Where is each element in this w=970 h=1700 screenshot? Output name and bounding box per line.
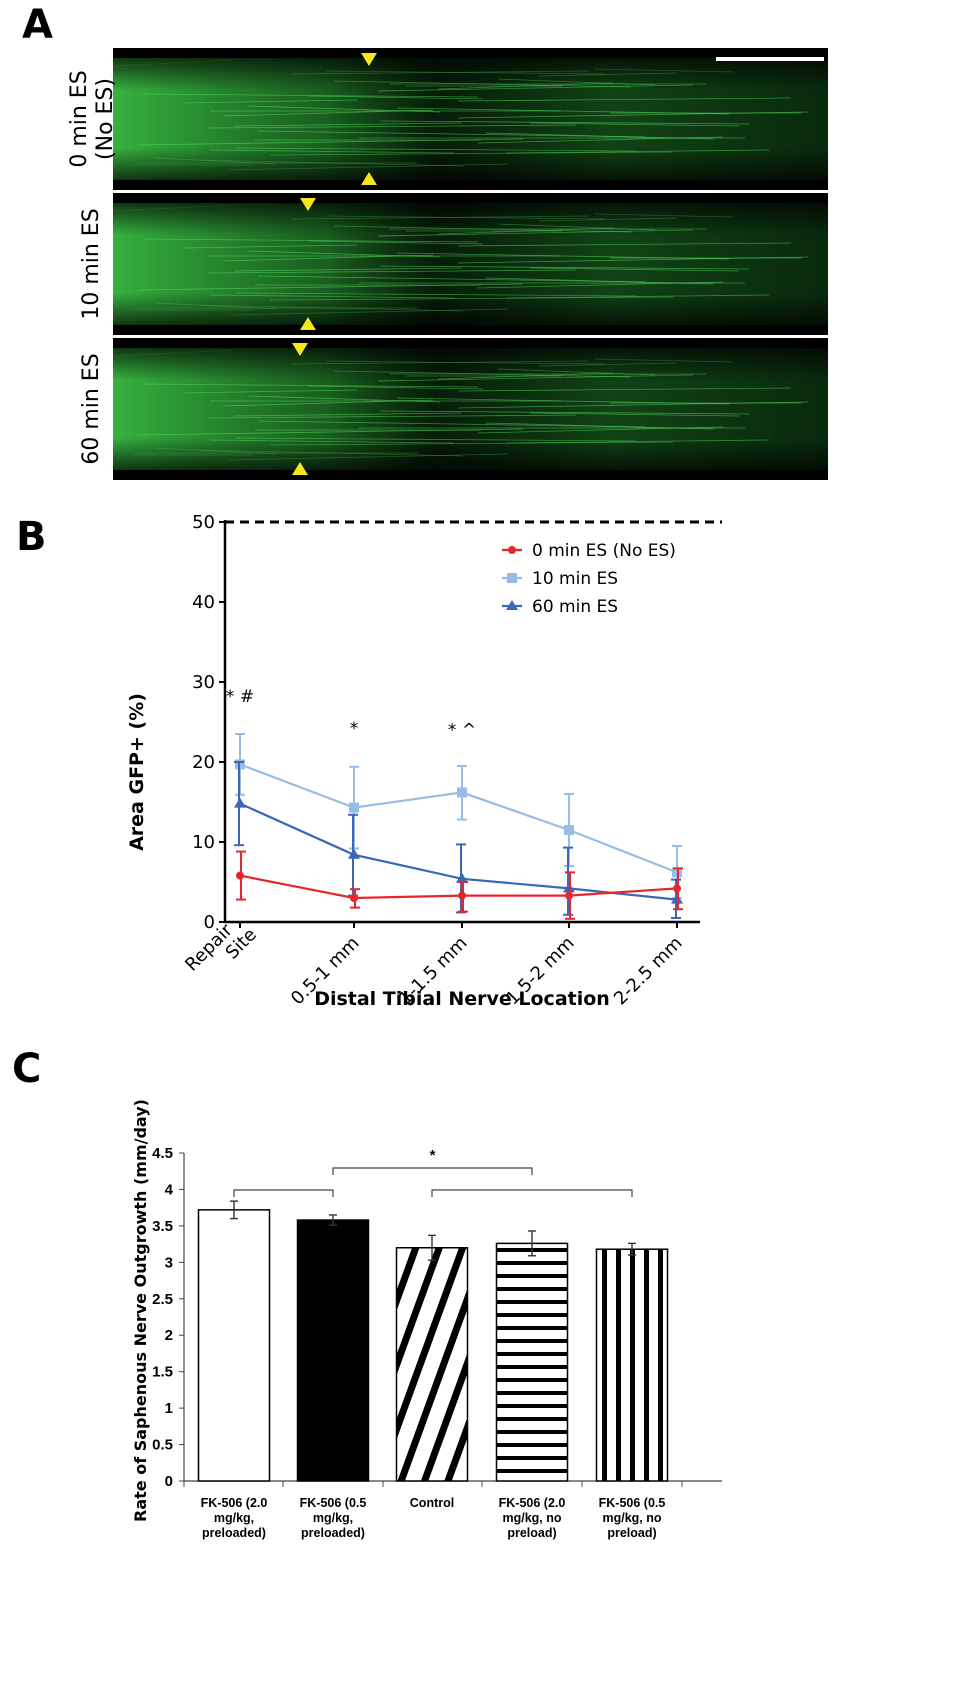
y-tick-label: 2.5 — [152, 1291, 173, 1308]
x-category-label-line: FK-506 (0.5 — [599, 1496, 666, 1510]
series-line — [239, 802, 678, 901]
repair-site-marker-top — [292, 343, 308, 356]
y-tick-label: 4 — [165, 1181, 174, 1198]
x-category-label: FK-506 (2.0 mg/kg, preloaded) — [201, 1496, 268, 1540]
bar — [595, 1248, 669, 1482]
scale-bar — [716, 57, 824, 61]
data-point — [507, 573, 517, 583]
x-category-label-line: mg/kg, — [313, 1511, 353, 1525]
legend-label: 60 min ES — [532, 597, 618, 617]
x-category-label-line: preloaded) — [301, 1526, 365, 1540]
data-point — [457, 787, 467, 798]
y-tick-label: 0.5 — [152, 1437, 173, 1454]
y-tick-label: 3.5 — [152, 1218, 173, 1235]
significance-annotation: * ^ — [448, 721, 476, 741]
data-point — [506, 600, 518, 610]
x-category-label-line: mg/kg, — [214, 1511, 254, 1525]
y-tick-label: 0 — [204, 912, 215, 933]
data-point — [564, 825, 574, 835]
y-axis-label: Rate of Saphenous Nerve Outgrowth (mm/da… — [131, 1099, 150, 1522]
bar — [495, 1242, 569, 1482]
repair-site-marker-top — [300, 198, 316, 211]
row-label: 10 min ES — [79, 208, 104, 319]
y-tick-label: 3 — [165, 1254, 173, 1271]
x-category-label: Control — [410, 1496, 454, 1510]
y-tick-label: 40 — [192, 592, 215, 613]
series-0 — [236, 850, 683, 920]
row-label-line: (No ES) — [93, 78, 118, 160]
x-category-label: FK-506 (2.0 mg/kg, no preload) — [499, 1496, 566, 1540]
series-1 — [235, 733, 682, 899]
x-category-label-line: FK-506 (2.0 — [499, 1496, 566, 1510]
x-category-label-line: Control — [410, 1496, 454, 1510]
row-label-line: 60 min ES — [79, 353, 104, 464]
panel-label-b: B — [16, 514, 47, 560]
repair-site-marker-bottom — [300, 317, 316, 330]
x-category-label-line: preload) — [607, 1526, 656, 1540]
y-tick-label: 30 — [192, 672, 215, 693]
x-category-label-line: FK-506 (0.5 — [300, 1496, 367, 1510]
data-point — [456, 872, 468, 883]
significance-annotation: * — [350, 719, 359, 739]
panel-label-a: A — [22, 2, 53, 48]
y-axis-label: Area GFP+ (%) — [126, 693, 148, 851]
panel-label-c: C — [12, 1046, 41, 1092]
micrograph-edge-shading — [113, 193, 828, 335]
data-point — [349, 802, 359, 813]
data-point — [234, 797, 246, 808]
x-tick-label: 2-2.5 mm — [610, 933, 687, 1010]
x-category-label-line: preload) — [507, 1526, 556, 1540]
significance-bracket — [431, 1189, 633, 1197]
data-point — [348, 848, 360, 859]
x-tick-label-line: 2-2.5 mm — [610, 933, 687, 1010]
data-point — [350, 894, 358, 902]
y-tick-label: 50 — [192, 512, 215, 533]
significance-annotation: * # — [226, 687, 254, 707]
micrograph-edge-shading — [113, 48, 828, 190]
significance-bracket — [233, 1189, 334, 1197]
y-tick-label: 1 — [165, 1400, 173, 1417]
bar — [197, 1209, 271, 1482]
repair-site-marker-bottom — [292, 462, 308, 475]
y-tick-label: 4.5 — [152, 1145, 173, 1162]
x-category-label-line: preloaded) — [202, 1526, 266, 1540]
series-line — [239, 763, 678, 874]
y-tick-label: 0 — [165, 1473, 173, 1490]
y-tick-label: 2 — [165, 1327, 173, 1344]
x-category-label: FK-506 (0.5 mg/kg, preloaded) — [300, 1496, 367, 1540]
legend-label: 10 min ES — [532, 569, 618, 589]
row-label: 60 min ES — [79, 353, 104, 464]
x-category-label-line: mg/kg, no — [502, 1511, 561, 1525]
x-axis-label: Distal Tibial Nerve Location — [314, 988, 610, 1010]
bar — [395, 1247, 469, 1482]
significance-bracket — [332, 1167, 533, 1175]
row-label-line: 10 min ES — [79, 208, 104, 319]
micrograph-edge-shading — [113, 338, 828, 480]
x-category-label-line: mg/kg, no — [602, 1511, 661, 1525]
significance-label: * — [430, 1147, 436, 1164]
x-category-label-line: FK-506 (2.0 — [201, 1496, 268, 1510]
y-tick-label: 1.5 — [152, 1364, 173, 1381]
data-point — [565, 891, 573, 900]
data-point — [673, 884, 681, 893]
bar — [296, 1219, 370, 1482]
x-category-label: FK-506 (0.5 mg/kg, no preload) — [599, 1496, 666, 1540]
legend-label: 0 min ES (No ES) — [532, 541, 676, 561]
repair-site-marker-bottom — [361, 172, 377, 185]
data-point — [458, 891, 466, 900]
data-point — [236, 871, 244, 880]
row-label: 0 min ES(No ES) — [67, 70, 118, 167]
repair-site-marker-top — [361, 53, 377, 66]
data-point — [508, 546, 516, 554]
row-label-line: 0 min ES — [67, 70, 92, 167]
y-tick-label: 20 — [192, 752, 215, 773]
micrograph-panel: 0 min ES(No ES) 10 min ES 60 min ES — [67, 48, 828, 480]
y-tick-label: 10 — [192, 832, 215, 853]
